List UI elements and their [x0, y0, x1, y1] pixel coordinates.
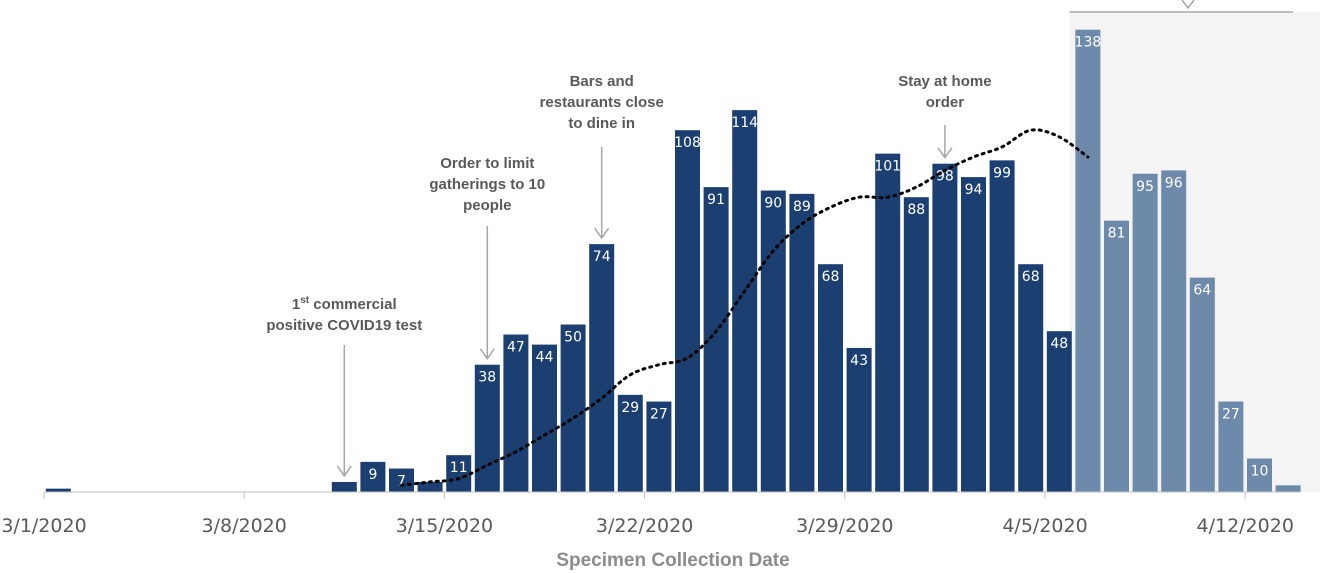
data-label: 44 — [536, 350, 554, 366]
bar-3-19-2020 — [560, 324, 586, 492]
annotation-arrowhead — [594, 227, 610, 240]
annotation-text: to dine in — [568, 115, 635, 132]
annotation-text: Order to limit — [440, 155, 534, 172]
bar-4-4-2020 — [1018, 264, 1044, 492]
bar-3-14-2020 — [417, 481, 443, 492]
bar-4-2-2020 — [961, 177, 986, 492]
data-label: 43 — [850, 353, 868, 369]
bar-4-8-2020 — [1132, 173, 1158, 492]
data-label: 138 — [1075, 35, 1102, 51]
data-label: 50 — [564, 330, 582, 346]
bar-4-6-2020 — [1075, 29, 1101, 492]
data-label: 27 — [650, 407, 668, 423]
data-label: 27 — [1222, 407, 1240, 423]
x-tick-label: 4/12/2020 — [1196, 515, 1293, 537]
data-label: 88 — [907, 202, 925, 218]
bar-3-23-2020 — [675, 130, 700, 492]
bar-4-10-2020 — [1189, 277, 1215, 492]
annotation-text: order — [926, 94, 965, 111]
annotation-text: Stay at home — [898, 73, 991, 90]
bars-group — [45, 29, 1301, 492]
bar-3-12-2020 — [360, 461, 386, 492]
data-label: 114 — [731, 115, 758, 131]
data-label: 29 — [621, 400, 639, 416]
annotation-arrowhead — [937, 147, 953, 160]
bar-4-12-2020 — [1247, 458, 1272, 492]
data-label: 64 — [1193, 283, 1211, 299]
data-label: 68 — [1022, 269, 1040, 285]
data-label: 81 — [1108, 226, 1126, 242]
annotation-text: Bars and — [570, 73, 634, 90]
x-tick-label: 3/29/2020 — [796, 515, 893, 537]
bar-3-13-2020 — [389, 468, 414, 492]
data-label: 91 — [707, 192, 725, 208]
annotation-text: people — [463, 197, 511, 214]
bar-3-15-2020 — [446, 455, 472, 492]
data-label: 101 — [874, 159, 901, 175]
data-label: 74 — [593, 249, 611, 265]
bar-3-11-2020 — [331, 481, 357, 492]
bar-4-9-2020 — [1161, 170, 1187, 492]
x-axis-title: Specimen Collection Date — [556, 550, 789, 571]
x-axis-ticks: 3/1/2020 3/8/2020 3/15/2020 3/22/2020 3/29/2… — [1, 492, 1294, 537]
data-label: 11 — [450, 460, 468, 476]
annotation-text: 1st commercial — [292, 295, 397, 313]
annotation: 1st commercial positive COVID19 test — [266, 295, 422, 478]
bar-3-29-2020 — [846, 347, 872, 492]
bar-3-26-2020 — [760, 190, 786, 492]
data-label: 7 — [397, 474, 406, 490]
bar-3-22-2020 — [646, 401, 672, 492]
data-label: 47 — [507, 340, 525, 356]
bar-3-18-2020 — [532, 344, 557, 492]
data-label: 94 — [965, 182, 983, 198]
x-tick-label: 3/1/2020 — [1, 515, 86, 537]
bar-4-7-2020 — [1104, 220, 1129, 492]
data-label: 48 — [1050, 336, 1068, 352]
bar-4-5-2020 — [1046, 331, 1072, 492]
trend-line — [400, 128, 1090, 487]
x-tick-label: 3/22/2020 — [596, 515, 693, 537]
bar-3-21-2020 — [617, 394, 643, 492]
bar-3-20-2020 — [589, 244, 615, 492]
bar-3-30-2020 — [875, 153, 901, 492]
bar-4-11-2020 — [1218, 401, 1244, 492]
data-label: 9 — [368, 467, 377, 483]
bar-4-1-2020 — [932, 163, 958, 492]
x-tick-label: 3/8/2020 — [202, 515, 287, 537]
bar-4-3-2020 — [989, 160, 1015, 492]
data-label: 108 — [674, 135, 701, 151]
bar-3-25-2020 — [732, 110, 758, 492]
data-label: 99 — [993, 165, 1011, 181]
data-label: 90 — [764, 196, 782, 212]
x-tick-label: 3/15/2020 — [396, 515, 493, 537]
annotation: Bars and restaurants close to dine in — [540, 73, 664, 240]
data-label: 38 — [478, 370, 496, 386]
annotation-text: restaurants close — [540, 94, 664, 111]
bar-3-1-2020 — [45, 488, 71, 492]
highlight-bracket-arrow — [1181, 0, 1195, 10]
bar-3-24-2020 — [703, 187, 729, 492]
annotation-arrowhead — [479, 348, 495, 361]
data-label: 10 — [1251, 464, 1269, 480]
annotation-text: gatherings to 10 — [429, 176, 545, 193]
x-tick-label: 4/5/2020 — [1002, 515, 1087, 537]
annotation-text: positive COVID19 test — [266, 317, 422, 334]
bar-3-27-2020 — [789, 193, 815, 492]
data-label: 95 — [1136, 179, 1154, 195]
bar-3-28-2020 — [818, 264, 843, 492]
annotation: Stay at home order — [898, 73, 992, 160]
annotations-group: 1st commercial positive COVID19 test Order… — [266, 73, 992, 478]
data-labels-group: 9 7 11 38 47 44 50 74 29 27 108 91 114 90 89 68 43 101 88 9… — [368, 35, 1268, 490]
annotation: Order to limit gatherings to 10 people — [429, 155, 545, 361]
data-label: 68 — [822, 269, 840, 285]
data-label: 96 — [1165, 175, 1183, 191]
annotation-arrowhead — [336, 465, 352, 478]
bar-3-31-2020 — [903, 197, 929, 492]
bar-3-17-2020 — [503, 334, 529, 492]
data-label: 89 — [793, 199, 811, 215]
bar-4-13-2020 — [1275, 485, 1301, 492]
